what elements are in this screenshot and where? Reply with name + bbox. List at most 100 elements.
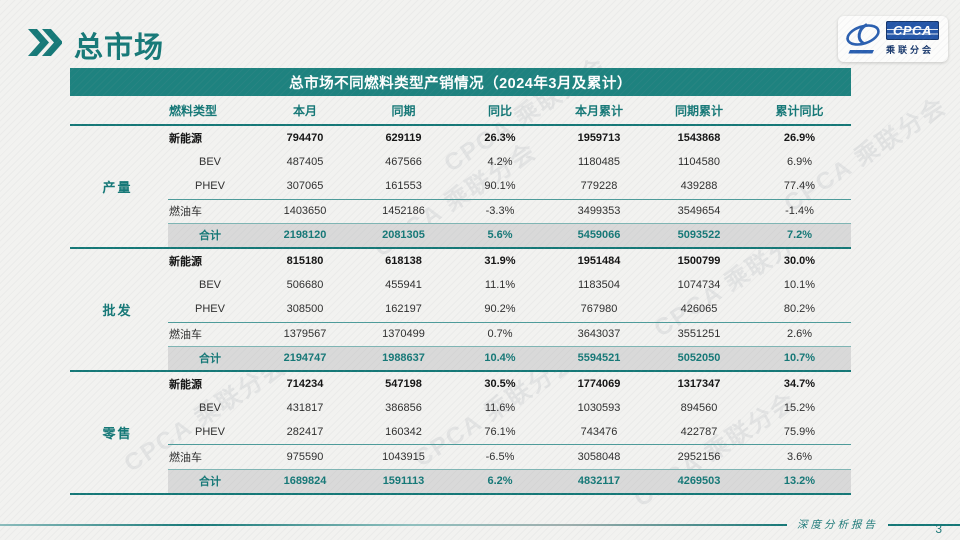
cell-value: 467566: [385, 156, 422, 169]
fuel-type-cell: BEV: [198, 279, 221, 292]
fuel-type-cell: BEV: [198, 156, 221, 169]
table-row: BEV 506680 455941 11.1% 1183504 1074734 …: [70, 273, 851, 297]
cell-value: 2952156: [677, 450, 721, 463]
cell-value: 1951484: [577, 255, 621, 268]
fuel-type-cell: 燃油车: [169, 328, 202, 341]
group-label: 批发: [102, 302, 133, 318]
double-chevron-icon: [28, 29, 63, 61]
group-label: 零售: [102, 425, 133, 441]
cell-value: 5459066: [577, 228, 621, 241]
cell-value: -1.4%: [785, 204, 814, 217]
cell-value: 743476: [580, 426, 618, 439]
cell-value: 487405: [286, 156, 324, 169]
cell-value: 1959713: [577, 132, 621, 145]
cell-value: 76.1%: [484, 426, 516, 439]
cell-value: 5093522: [677, 228, 721, 241]
cpca-logo: CPCA 乘联分会: [838, 16, 948, 62]
table-row: PHEV 308500 162197 90.2% 767980 426065 8…: [70, 297, 851, 321]
col-header-current-month: 本月: [292, 103, 317, 118]
cell-value: 3499353: [577, 204, 621, 217]
table-header-row: 燃料类型 本月 同期 同比 本月累计 同期累计 累计同比: [70, 96, 851, 126]
fuel-type-cell: 燃油车: [169, 451, 202, 464]
cell-value: 4832117: [577, 474, 621, 487]
cell-value: 1074734: [677, 279, 721, 292]
table-title: 总市场不同燃料类型产销情况（2024年3月及累计）: [70, 68, 851, 96]
cell-value: 10.4%: [484, 351, 516, 364]
cpca-swoosh-icon: [843, 20, 883, 58]
cell-value: 1543868: [677, 132, 721, 145]
table-row: PHEV 282417 160342 76.1% 743476 422787 7…: [70, 420, 851, 444]
cell-value: 1180485: [577, 156, 620, 169]
cell-value: 1403650: [283, 204, 327, 217]
cell-value: 815180: [286, 255, 324, 268]
table-total-row: 合计 1689824 1591113 6.2% 4832117 4269503 …: [70, 468, 851, 493]
col-header-same-period: 同期: [391, 103, 416, 118]
cell-value: 31.9%: [484, 255, 516, 268]
cell-value: 3.6%: [786, 450, 813, 463]
cell-value: 4269503: [677, 474, 721, 487]
cell-value: 75.9%: [783, 426, 816, 439]
fuel-type-cell: 燃油车: [169, 205, 202, 218]
cell-value: 894560: [680, 402, 718, 415]
cell-value: 30.0%: [783, 255, 816, 268]
cell-value: 629119: [385, 132, 422, 145]
fuel-type-cell: 合计: [199, 475, 221, 488]
cell-value: 90.1%: [484, 180, 516, 193]
cell-value: 26.9%: [783, 132, 816, 145]
fuel-type-cell: 新能源: [169, 133, 202, 146]
cell-value: 5052050: [677, 351, 721, 364]
col-header-ytd-yoy: 累计同比: [775, 103, 824, 118]
table-row: 燃油车 1379567 1370499 0.7% 3643037 3551251…: [70, 321, 851, 346]
footer: 深度分析报告: [0, 517, 960, 532]
cell-value: 3549654: [677, 204, 721, 217]
cell-value: 1452186: [382, 204, 425, 217]
cell-value: 77.4%: [783, 180, 816, 193]
table-row: PHEV 307065 161553 90.1% 779228 439288 7…: [70, 174, 851, 198]
cell-value: 1104580: [677, 156, 720, 169]
table-group-wholesale: 批发 新能源 815180 618138 31.9% 1951484 15007…: [70, 249, 851, 372]
cell-value: 7.2%: [786, 228, 813, 241]
cell-value: 6.2%: [487, 474, 513, 487]
cell-value: 431817: [286, 402, 324, 415]
fuel-type-cell: PHEV: [195, 303, 225, 316]
cell-value: 90.2%: [484, 303, 516, 316]
table-total-row: 合计 2194747 1988637 10.4% 5594521 5052050…: [70, 345, 851, 370]
fuel-type-cell: PHEV: [195, 426, 225, 439]
fuel-type-cell: 新能源: [169, 378, 202, 391]
cell-value: 1774069: [577, 377, 621, 390]
table-group-production: 产量 新能源 794470 629119 26.3% 1959713 15438…: [70, 126, 851, 249]
footer-line-left: [0, 523, 787, 526]
cell-value: 794470: [286, 132, 324, 145]
col-header-fuel-type: 燃料类型: [169, 103, 218, 118]
cell-value: 1043915: [382, 450, 425, 463]
cell-value: 0.7%: [487, 327, 513, 340]
cell-value: 618138: [385, 255, 422, 268]
cell-value: 767980: [580, 303, 618, 316]
table-row: BEV 431817 386856 11.6% 1030593 894560 1…: [70, 396, 851, 420]
table-row: 新能源 714234 547198 30.5% 1774069 1317347 …: [70, 372, 851, 396]
fuel-type-cell: BEV: [198, 402, 221, 415]
page-number: 3: [935, 522, 942, 536]
footer-report-label: 深度分析报告: [797, 519, 878, 531]
cell-value: 1370499: [382, 327, 425, 340]
cell-value: 455941: [385, 279, 422, 292]
cell-value: 975590: [286, 450, 324, 463]
fuel-type-cell: 合计: [199, 352, 221, 365]
cell-value: -3.3%: [485, 204, 515, 217]
cpca-name: 乘联分会: [886, 45, 935, 55]
cell-value: 13.2%: [783, 474, 816, 487]
cell-value: 1030593: [577, 402, 621, 415]
cell-value: 15.2%: [783, 402, 816, 415]
cell-value: 5594521: [577, 351, 621, 364]
cell-value: 10.1%: [783, 279, 816, 292]
cell-value: 2198120: [283, 228, 327, 241]
cell-value: 422787: [680, 426, 718, 439]
cell-value: 30.5%: [484, 377, 516, 390]
cell-value: 34.7%: [783, 377, 816, 390]
cell-value: 5.6%: [487, 228, 513, 241]
cell-value: 282417: [286, 426, 324, 439]
cell-value: -6.5%: [485, 450, 515, 463]
cell-value: 1988637: [382, 351, 425, 364]
group-label: 产量: [102, 179, 133, 195]
